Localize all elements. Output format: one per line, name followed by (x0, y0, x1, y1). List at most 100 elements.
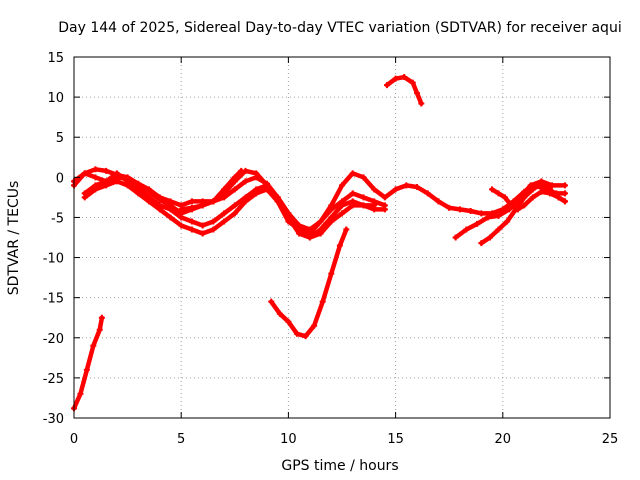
data-point (561, 190, 568, 197)
data-point (418, 100, 425, 107)
data-point (306, 226, 313, 233)
data-point (463, 226, 470, 233)
data-point (231, 174, 238, 181)
data-point (188, 218, 195, 225)
data-point (452, 234, 459, 241)
data-point (414, 183, 421, 190)
data-point (486, 234, 493, 241)
data-point (474, 220, 481, 227)
data-point (409, 79, 416, 86)
data-point (221, 194, 228, 201)
data-point (285, 214, 292, 221)
y-axis-label: SDTVAR / TECUs (6, 181, 22, 296)
data-point (242, 178, 249, 185)
data-point (484, 214, 491, 221)
data-point (285, 318, 292, 325)
data-point (527, 182, 534, 189)
y-tick-label: 5 (56, 131, 64, 146)
data-point (178, 214, 185, 221)
data-point (336, 242, 343, 249)
series-line (268, 227, 349, 339)
data-point (446, 204, 453, 211)
data-point (98, 314, 105, 321)
data-point (83, 366, 90, 373)
series-arc-l (489, 186, 568, 213)
data-point (296, 230, 303, 237)
data-point (403, 182, 410, 189)
series-line (82, 179, 377, 240)
y-tick-label: -30 (43, 412, 64, 427)
data-point (521, 194, 528, 201)
data-point (274, 198, 281, 205)
data-point (495, 190, 502, 197)
data-point (167, 214, 174, 221)
data-point (349, 202, 356, 209)
data-point (467, 208, 474, 215)
data-point (92, 166, 99, 173)
data-point (384, 82, 391, 89)
y-tick-label: -15 (43, 292, 64, 307)
data-point (414, 90, 421, 97)
data-point (401, 74, 408, 81)
data-point (231, 202, 238, 209)
data-point (81, 194, 88, 201)
data-point (328, 206, 335, 213)
data-point (561, 198, 568, 205)
data-point (343, 226, 350, 233)
data-point (231, 210, 238, 217)
series-arc-e (81, 178, 378, 241)
data-point (238, 167, 245, 174)
data-point (199, 230, 206, 237)
data-point (478, 210, 485, 217)
data-point (371, 186, 378, 193)
data-point (538, 180, 545, 187)
data-point (103, 182, 110, 189)
data-point (371, 202, 378, 209)
x-axis-label: GPS time / hours (281, 458, 398, 474)
grid-lines (74, 57, 610, 418)
data-point (392, 186, 399, 193)
data-point (77, 390, 84, 397)
data-point (360, 174, 367, 181)
data-point (199, 202, 206, 209)
data-point (521, 202, 528, 209)
data-point (349, 170, 356, 177)
data-point (555, 194, 562, 201)
data-point (549, 182, 556, 189)
data-point (92, 186, 99, 193)
data-point (546, 190, 553, 197)
data-point (529, 194, 536, 201)
data-point (96, 326, 103, 333)
y-tick-label: -20 (43, 332, 64, 347)
data-point (90, 342, 97, 349)
series-arc-f (178, 167, 245, 213)
data-point (263, 186, 270, 193)
data-point (210, 218, 217, 225)
data-point (501, 194, 508, 201)
data-point (495, 226, 502, 233)
x-tick-label: 15 (387, 432, 404, 447)
data-point (339, 210, 345, 217)
data-point (253, 190, 260, 197)
data-point (514, 206, 521, 213)
data-point (339, 182, 345, 189)
data-series (71, 74, 568, 412)
data-point (210, 198, 217, 205)
data-point (328, 218, 335, 225)
data-point (339, 202, 345, 209)
data-point (81, 170, 88, 177)
data-point (268, 298, 275, 305)
data-point (317, 218, 324, 225)
data-point (188, 204, 195, 211)
data-point (349, 190, 356, 197)
data-point (124, 182, 131, 189)
data-point (293, 330, 300, 337)
data-point (495, 212, 502, 219)
data-point (311, 322, 318, 329)
data-point (392, 75, 399, 82)
data-point (113, 170, 120, 177)
x-tick-label: 10 (280, 432, 297, 447)
axis-ticks: 0 5 10 15 20 25 15 10 5 0 -5 -10 -15 -20 -25 -30 (43, 51, 619, 447)
data-point (381, 206, 388, 213)
